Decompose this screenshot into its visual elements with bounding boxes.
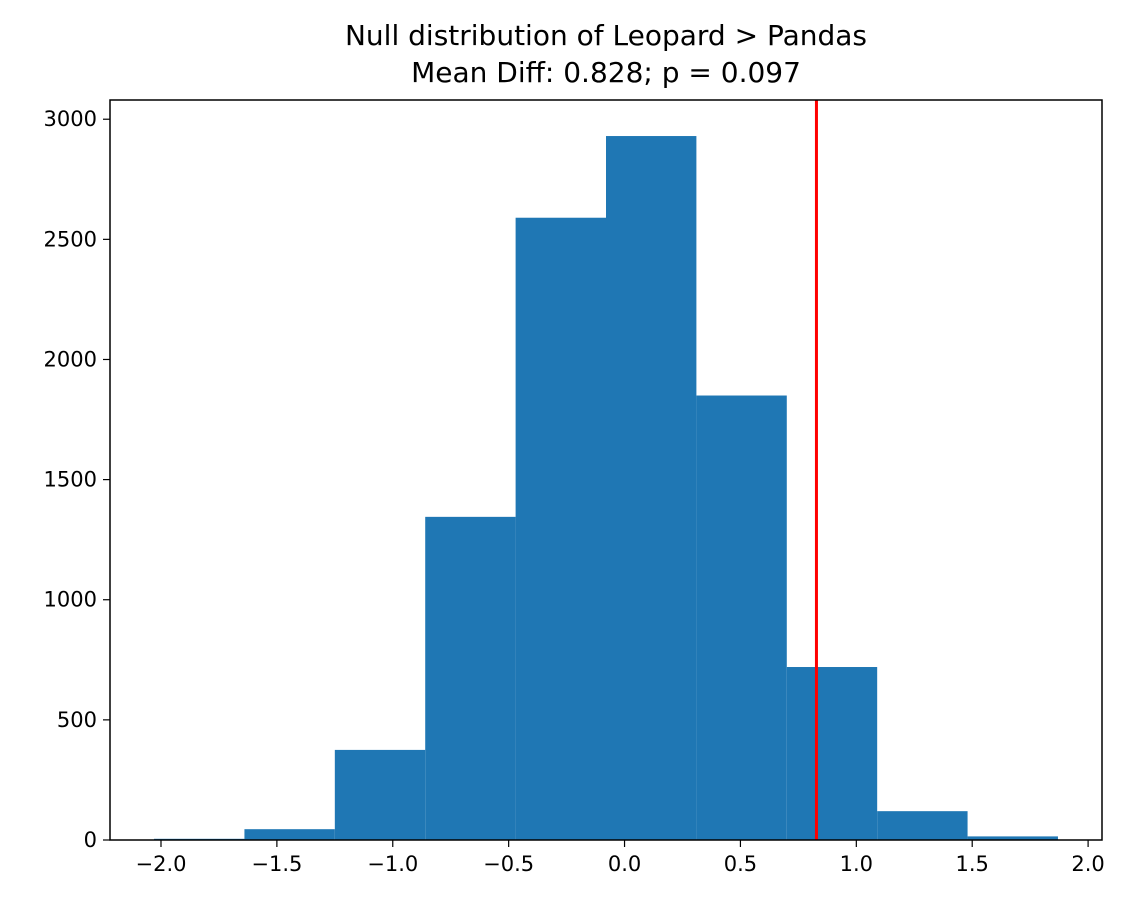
histogram-bar	[334, 749, 426, 840]
x-axis: −2.0 −1.5 −1.0 −0.5 0.0 0.5 1.0 1.5 2.0	[135, 840, 1105, 876]
y-tick-label: 0	[84, 828, 97, 852]
y-axis: 0 500 1000 1500 2000 2500 3000	[44, 107, 110, 852]
histogram-bar	[515, 217, 606, 840]
histogram-bars	[154, 136, 1058, 841]
x-tick-label: 1.0	[840, 852, 873, 876]
x-tick-label: 0.5	[724, 852, 757, 876]
x-tick-label: −0.5	[483, 852, 534, 876]
y-tick-label: 2500	[44, 227, 97, 251]
y-tick-label: 500	[57, 708, 97, 732]
x-tick-label: −1.5	[251, 852, 302, 876]
y-tick-label: 3000	[44, 107, 97, 131]
plot-frame	[109, 99, 1103, 841]
x-tick-label: 1.5	[956, 852, 989, 876]
histogram-bar	[425, 516, 516, 840]
x-tick-label: 0.0	[608, 852, 641, 876]
y-tick-label: 2000	[44, 347, 97, 371]
histogram-bar	[786, 667, 878, 840]
histogram-bar	[696, 395, 787, 840]
histogram-bar	[606, 136, 697, 841]
histogram-bar	[244, 829, 335, 840]
x-tick-label: −1.0	[367, 852, 418, 876]
histogram-bar	[967, 836, 1058, 840]
y-tick-label: 1000	[44, 588, 97, 612]
chart-title: Null distribution of Leopard > Pandas	[345, 19, 867, 52]
y-tick-label: 1500	[44, 468, 97, 492]
chart-subtitle: Mean Diff: 0.828; p = 0.097	[411, 56, 801, 89]
x-tick-label: 2.0	[1071, 852, 1104, 876]
x-tick-label: −2.0	[135, 852, 186, 876]
histogram-bar	[877, 811, 968, 840]
